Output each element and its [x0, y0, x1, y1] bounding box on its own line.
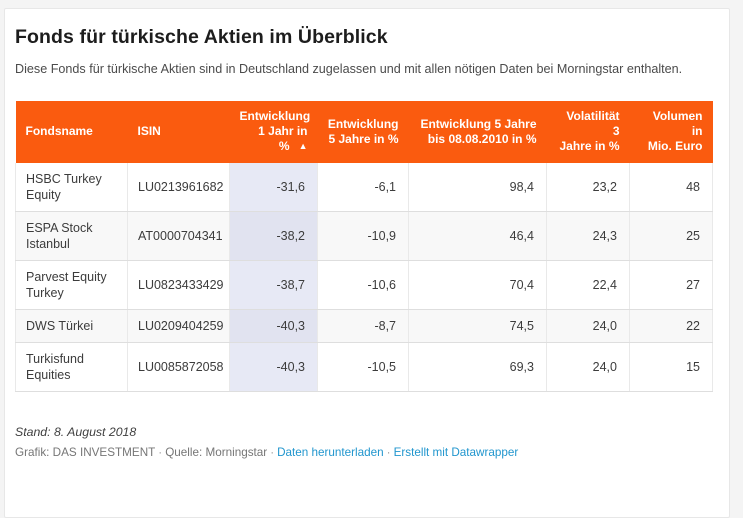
column-header-isin[interactable]: ISIN [127, 100, 230, 163]
fund-name-cell: ESPA Stock Istanbul [15, 211, 128, 261]
value-cell: 98,4 [408, 162, 547, 212]
footer-notes: Stand: 8. August 2018 Grafik: DAS INVEST… [15, 425, 711, 459]
byline: Grafik: DAS INVESTMENT · Quelle: Morningst… [15, 446, 711, 459]
value-cell: 22,4 [546, 260, 630, 310]
table-header-row: Fondsname ISIN Entwicklung 1 Jahr in% ▲ Entwi… [15, 100, 713, 163]
fund-name-cell: Turkisfund Equities [15, 342, 128, 392]
value-cell: 27 [629, 260, 713, 310]
column-header-fondsname[interactable]: Fondsname [15, 100, 128, 163]
value-cell: -8,7 [317, 309, 409, 343]
isin-cell: LU0209404259 [127, 309, 230, 343]
value-cell: 23,2 [546, 162, 630, 212]
separator-dot: · [386, 445, 391, 459]
fund-name-cell: DWS Türkei [15, 309, 128, 343]
value-cell: 22 [629, 309, 713, 343]
value-cell: 25 [629, 211, 713, 261]
table-body: HSBC Turkey Equity LU0213961682 -31,6 -6,1 9… [15, 162, 713, 392]
isin-cell: LU0823433429 [127, 260, 230, 310]
isin-cell: LU0085872058 [127, 342, 230, 392]
value-cell: -6,1 [317, 162, 409, 212]
isin-cell: AT0000704341 [127, 211, 230, 261]
fund-name-cell: HSBC Turkey Equity [15, 162, 128, 212]
column-header-entwicklung-5-jahre[interactable]: Entwicklung 5 Jahre in % [317, 100, 409, 163]
table-row: Turkisfund Equities LU0085872058 -40,3 -10,… [15, 342, 713, 392]
value-cell: 24,0 [546, 342, 630, 392]
value-cell: -40,3 [229, 309, 318, 343]
fund-name-cell: Parvest Equity Turkey [15, 260, 128, 310]
value-cell: 70,4 [408, 260, 547, 310]
table-row: Parvest Equity Turkey LU0823433429 -38,7 -1… [15, 260, 713, 310]
value-cell: -10,5 [317, 342, 409, 392]
chart-description: Diese Fonds für türkische Aktien sind in… [15, 62, 683, 76]
value-cell: 46,4 [408, 211, 547, 261]
sort-ascending-icon: ▲ [298, 140, 308, 151]
credit-source: Quelle: Morningstar [165, 445, 268, 459]
credit-graphic: Grafik: DAS INVESTMENT [15, 445, 156, 459]
funds-table: Fondsname ISIN Entwicklung 1 Jahr in% ▲ Entwi… [15, 100, 713, 392]
value-cell: 69,3 [408, 342, 547, 392]
column-header-entwicklung-5-jahre-bis[interactable]: Entwicklung 5 Jahre bis 08.08.2010 in % [408, 100, 547, 163]
separator-dot: · [158, 445, 163, 459]
table-row: ESPA Stock Istanbul AT0000704341 -38,2 -10,… [15, 211, 713, 261]
value-cell: -10,9 [317, 211, 409, 261]
value-cell: 24,0 [546, 309, 630, 343]
value-cell: -10,6 [317, 260, 409, 310]
data-date-note: Stand: 8. August 2018 [15, 424, 137, 439]
page-title: Fonds für türkische Aktien im Überblick [15, 26, 388, 48]
datawrapper-link[interactable]: Erstellt mit Datawrapper [393, 445, 519, 459]
value-cell: 74,5 [408, 309, 547, 343]
column-header-entwicklung-1-jahr[interactable]: Entwicklung 1 Jahr in% ▲ [229, 100, 318, 163]
value-cell: 24,3 [546, 211, 630, 261]
value-cell: -38,7 [229, 260, 318, 310]
column-header-volatilitaet-3-jahre[interactable]: Volatilität 3 Jahre in % [546, 100, 630, 163]
value-cell: 48 [629, 162, 713, 212]
value-cell: 15 [629, 342, 713, 392]
isin-cell: LU0213961682 [127, 162, 230, 212]
separator-dot: · [270, 445, 275, 459]
value-cell: -31,6 [229, 162, 318, 212]
value-cell: -40,3 [229, 342, 318, 392]
table-row: HSBC Turkey Equity LU0213961682 -31,6 -6,1 9… [15, 162, 713, 212]
column-header-volumen[interactable]: Volumen in Mio. Euro [629, 100, 713, 163]
chart-card: Fonds für türkische Aktien im Überblick … [4, 8, 730, 518]
download-data-link[interactable]: Daten herunterladen [277, 445, 384, 459]
table-header: Fondsname ISIN Entwicklung 1 Jahr in% ▲ Entwi… [15, 100, 713, 163]
table-row: DWS Türkei LU0209404259 -40,3 -8,7 74,5 24,0 2… [15, 309, 713, 343]
value-cell: -38,2 [229, 211, 318, 261]
